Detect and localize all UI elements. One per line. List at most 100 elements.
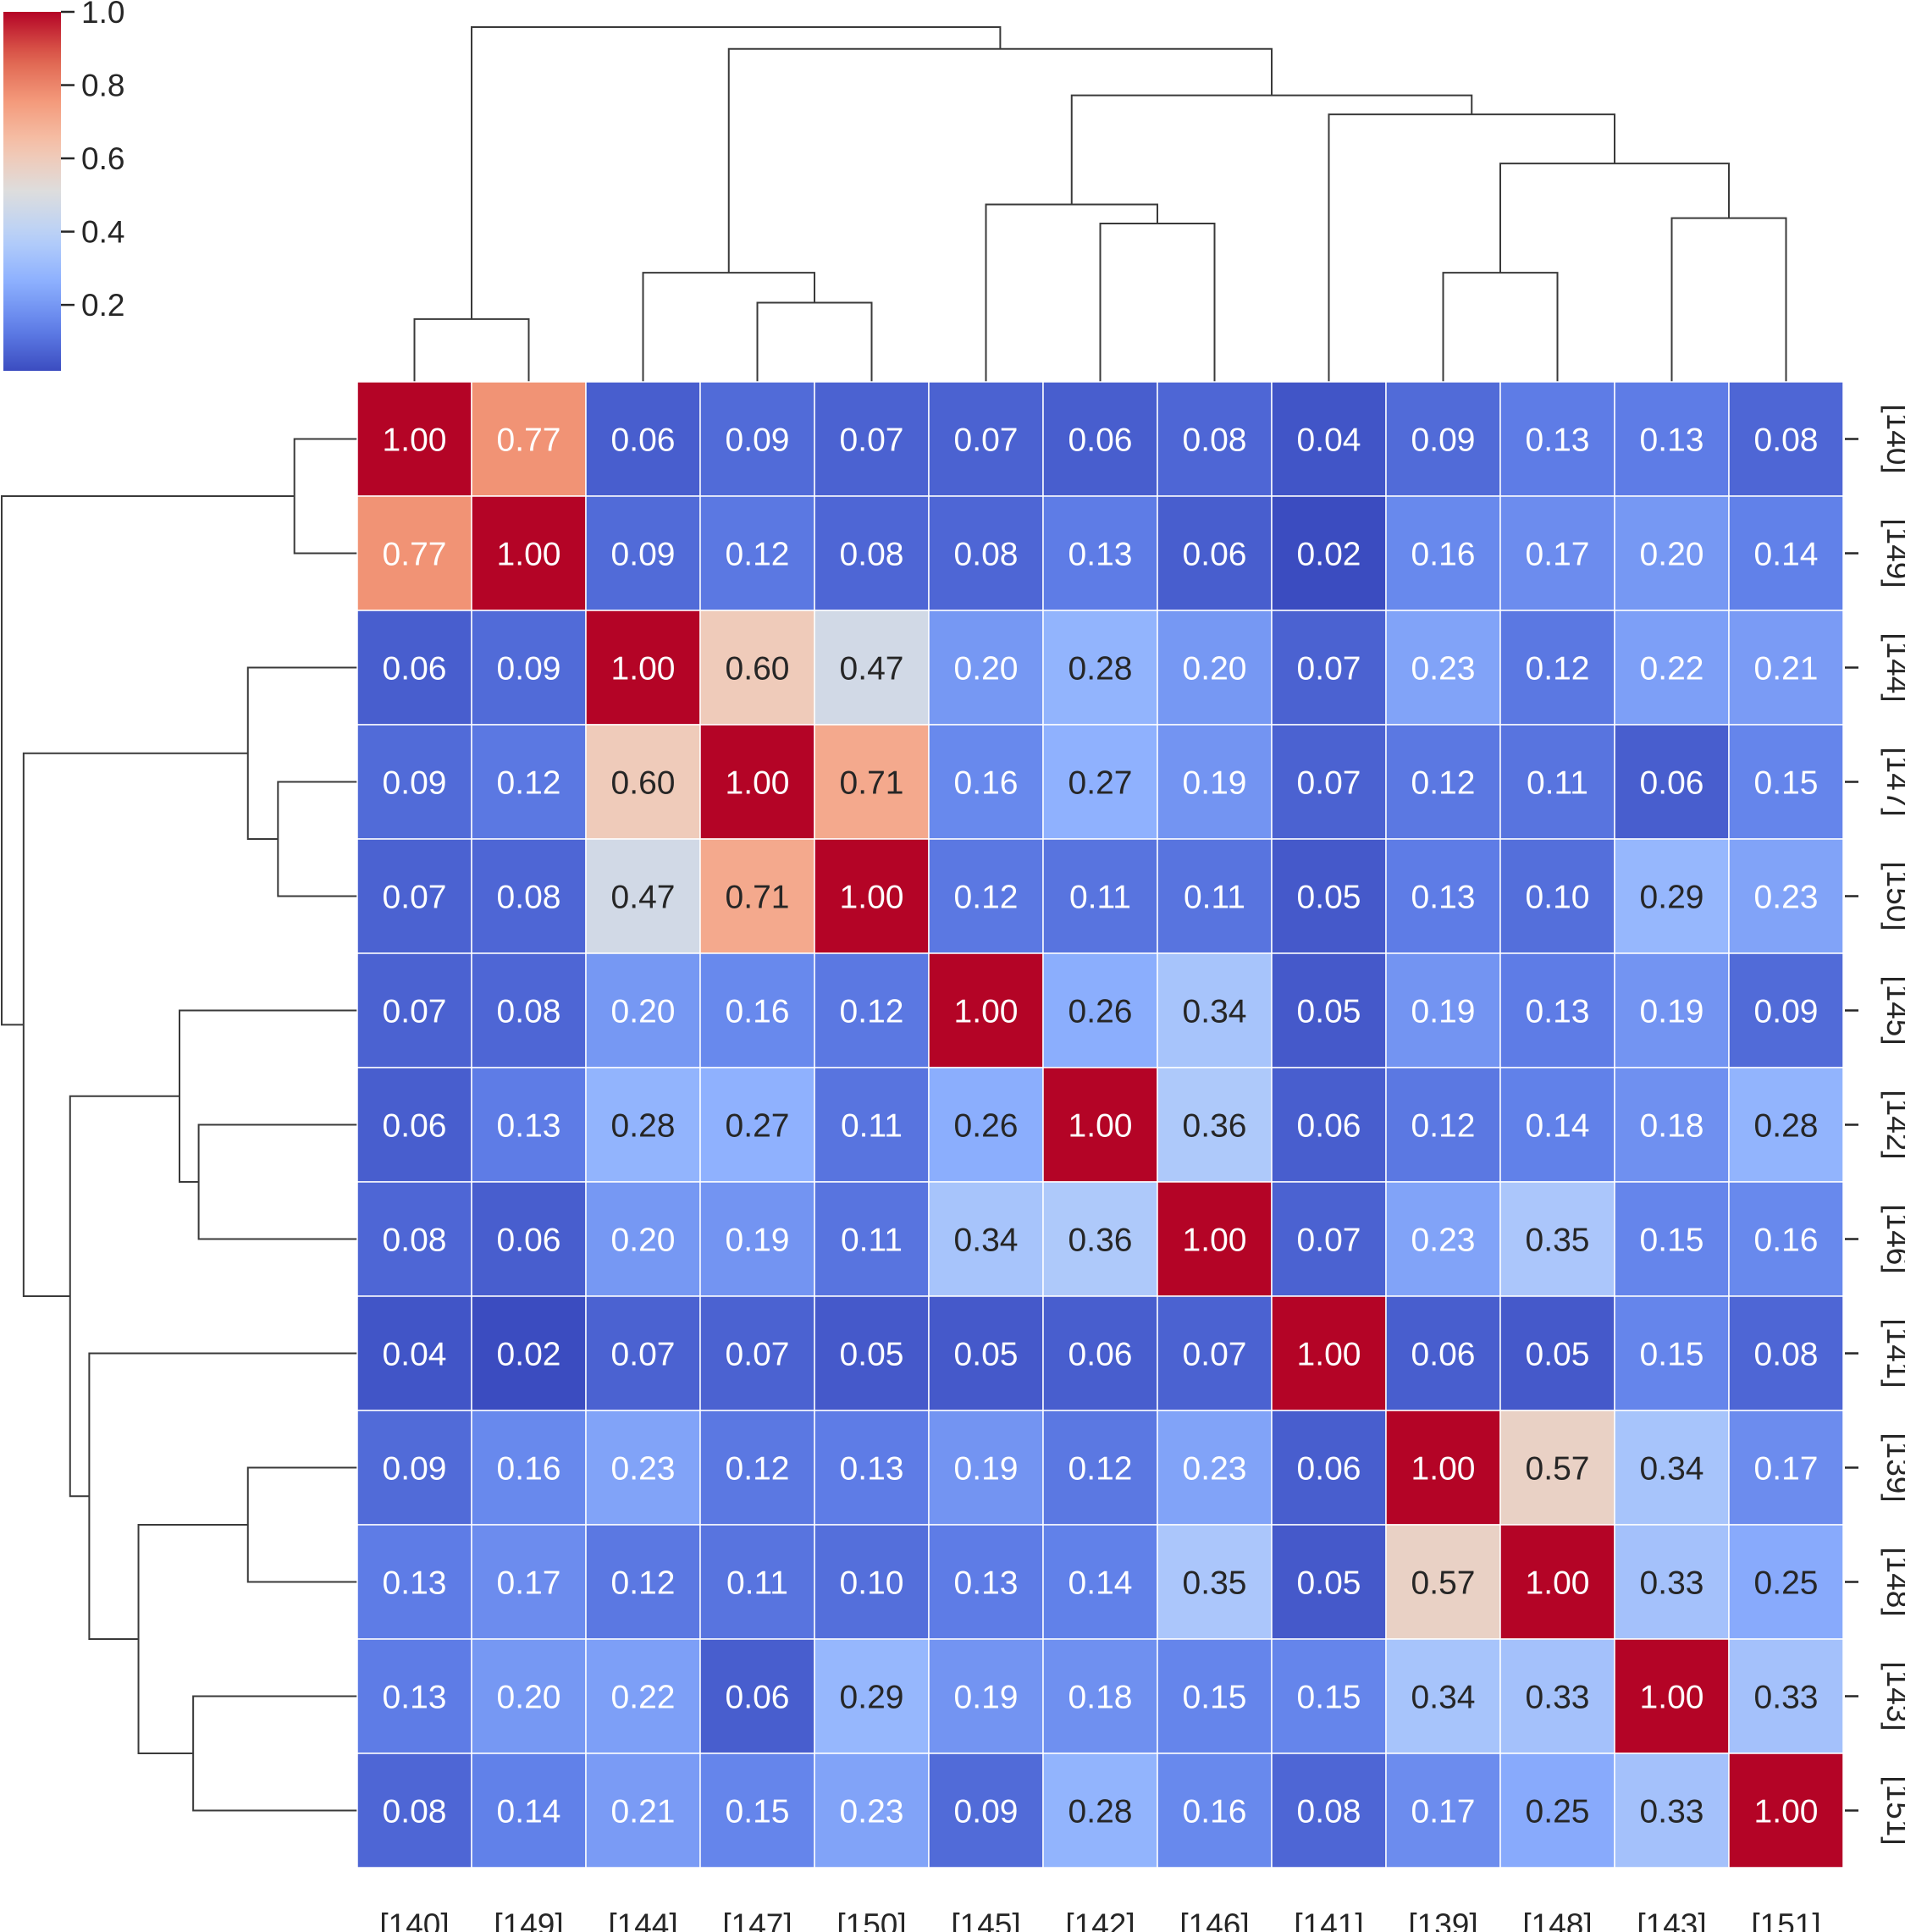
heatmap-cell-label: 0.15 bbox=[1754, 765, 1819, 802]
heatmap-cell-label: 0.12 bbox=[1411, 765, 1476, 802]
heatmap-cell-label: 0.05 bbox=[954, 1337, 1019, 1373]
heatmap-cell-label: 0.17 bbox=[1526, 537, 1590, 573]
heatmap-cell bbox=[1499, 495, 1615, 611]
heatmap-cell-label: 0.18 bbox=[1068, 1680, 1133, 1716]
x-tick-label: [147] bbox=[722, 1907, 792, 1932]
heatmap-cell-label: 0.15 bbox=[726, 1794, 790, 1830]
dendrogram-link bbox=[1070, 94, 1473, 205]
heatmap-cell bbox=[1385, 724, 1501, 840]
heatmap-cell-label: 0.19 bbox=[1640, 994, 1704, 1030]
heatmap-cell-label: 1.00 bbox=[726, 765, 790, 802]
heatmap-cell bbox=[1385, 838, 1501, 954]
heatmap-cell bbox=[1042, 610, 1158, 726]
heatmap-cell-label: 0.23 bbox=[611, 1451, 676, 1488]
heatmap-cell bbox=[1728, 952, 1844, 1068]
heatmap-cell bbox=[699, 1067, 815, 1183]
heatmap-cell bbox=[928, 1524, 1044, 1640]
heatmap-cell bbox=[1271, 1410, 1387, 1526]
heatmap-cell bbox=[699, 495, 815, 611]
heatmap-cell-label: 0.28 bbox=[611, 1108, 676, 1145]
heatmap-cell bbox=[699, 1181, 815, 1297]
heatmap-cell-label: 0.13 bbox=[840, 1451, 904, 1488]
heatmap-cell-label: 1.00 bbox=[383, 422, 447, 459]
dendrogram-link bbox=[1670, 217, 1787, 382]
heatmap-cell-label: 0.15 bbox=[1640, 1223, 1704, 1259]
heatmap-cell bbox=[1614, 381, 1730, 497]
heatmap-cell-label: 0.29 bbox=[840, 1680, 904, 1716]
heatmap-cell-label: 0.06 bbox=[611, 422, 676, 459]
heatmap-cell-label: 0.04 bbox=[1297, 422, 1361, 459]
x-tick-label: [150] bbox=[837, 1907, 906, 1932]
heatmap-cell-label: 0.07 bbox=[383, 994, 447, 1030]
heatmap-cell-label: 0.18 bbox=[1640, 1108, 1704, 1145]
colorbar-gradient bbox=[3, 12, 61, 371]
dendrogram-link bbox=[69, 1095, 179, 1498]
heatmap-cell-label: 0.22 bbox=[1640, 651, 1704, 687]
heatmap-cell bbox=[1042, 838, 1158, 954]
heatmap-cell-label: 0.05 bbox=[1297, 1565, 1361, 1602]
heatmap-cell-label: 0.07 bbox=[1297, 765, 1361, 802]
heatmap-cell bbox=[1728, 1753, 1844, 1869]
x-tick-label: [143] bbox=[1637, 1907, 1706, 1932]
dendrogram-link bbox=[985, 203, 1158, 382]
heatmap-cell bbox=[928, 952, 1044, 1068]
heatmap-cell-label: 0.57 bbox=[1411, 1565, 1476, 1602]
heatmap-cell-label: 0.25 bbox=[1526, 1794, 1590, 1830]
heatmap-cell-label: 0.12 bbox=[497, 765, 561, 802]
heatmap-cell-label: 0.08 bbox=[497, 994, 561, 1030]
heatmap-cell bbox=[928, 495, 1044, 611]
dendrogram-link bbox=[179, 1009, 357, 1183]
heatmap-cell-label: 1.00 bbox=[1640, 1680, 1704, 1716]
heatmap-cell-label: 0.09 bbox=[383, 1451, 447, 1488]
heatmap-cell-label: 0.16 bbox=[1754, 1223, 1819, 1259]
dendrogram-link bbox=[642, 272, 815, 382]
heatmap-cell-labels: 1.00 0.77 0.06 0.09 0.07 0.07 0.06 0.08 0.04 0.09… bbox=[383, 422, 1819, 1830]
heatmap-cell-label: 0.23 bbox=[1411, 651, 1476, 687]
heatmap-cell bbox=[471, 1295, 587, 1411]
heatmap-cell-label: 0.28 bbox=[1754, 1108, 1819, 1145]
heatmap-cell bbox=[356, 1638, 472, 1754]
y-tick-label: [151] bbox=[1880, 1775, 1905, 1845]
heatmap-cell bbox=[471, 952, 587, 1068]
heatmap-cell-label: 0.13 bbox=[1411, 880, 1476, 916]
heatmap-cell bbox=[1728, 1295, 1844, 1411]
heatmap-cell bbox=[699, 610, 815, 726]
dendrogram-link bbox=[756, 301, 873, 382]
heatmap-cell-label: 0.25 bbox=[1754, 1565, 1819, 1602]
heatmap-cell bbox=[928, 1638, 1044, 1754]
heatmap-cell-label: 0.26 bbox=[954, 1108, 1019, 1145]
colorbar: 0.2 0.4 0.6 0.8 1.0 bbox=[3, 0, 124, 371]
heatmap-cell-label: 0.11 bbox=[1184, 880, 1245, 916]
heatmap-cell-label: 0.14 bbox=[1754, 537, 1819, 573]
heatmap-cell-label: 0.34 bbox=[954, 1223, 1019, 1259]
heatmap-cell-label: 0.16 bbox=[954, 765, 1019, 802]
y-tick-label: [143] bbox=[1880, 1661, 1905, 1731]
y-tick-label: [144] bbox=[1880, 632, 1905, 702]
heatmap-cell-label: 0.36 bbox=[1183, 1108, 1247, 1145]
heatmap-cell-label: 0.12 bbox=[611, 1565, 676, 1602]
heatmap-cell-label: 0.06 bbox=[383, 1108, 447, 1145]
heatmap-cell-label: 0.16 bbox=[497, 1451, 561, 1488]
heatmap-cell-label: 0.08 bbox=[1754, 422, 1819, 459]
heatmap-cell bbox=[356, 1410, 472, 1526]
heatmap-cell-label: 0.13 bbox=[954, 1565, 1019, 1602]
heatmap-cell bbox=[1157, 1181, 1273, 1297]
heatmap-cell bbox=[471, 1524, 587, 1640]
dendrogram-link bbox=[197, 1123, 357, 1240]
heatmap-cell-label: 0.20 bbox=[1640, 537, 1704, 573]
heatmap-cell-label: 0.35 bbox=[1183, 1565, 1247, 1602]
heatmap-cell bbox=[1385, 1067, 1501, 1183]
heatmap-cell bbox=[1157, 1524, 1273, 1640]
heatmap-cell bbox=[1614, 1638, 1730, 1754]
heatmap-cell-label: 0.34 bbox=[1411, 1680, 1476, 1716]
heatmap-cell-label: 0.15 bbox=[1183, 1680, 1247, 1716]
heatmap-cell bbox=[471, 724, 587, 840]
heatmap-cell-label: 0.17 bbox=[1754, 1451, 1819, 1488]
heatmap-cell-label: 0.12 bbox=[840, 994, 904, 1030]
heatmap-cell-label: 0.13 bbox=[1640, 422, 1704, 459]
heatmap-cell bbox=[1728, 610, 1844, 726]
heatmap-cell bbox=[1157, 724, 1273, 840]
heatmap-cell-label: 0.06 bbox=[1297, 1108, 1361, 1145]
heatmap-cell bbox=[1271, 1181, 1387, 1297]
